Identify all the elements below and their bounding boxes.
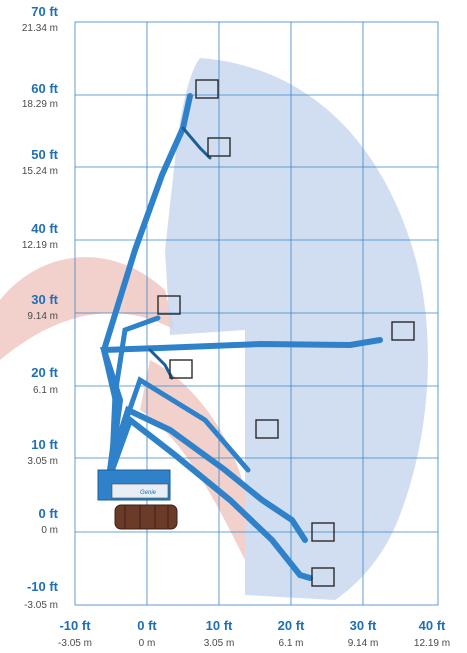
y-tick-ft: 30 ft <box>31 292 58 307</box>
boom-mid-elevation <box>109 315 161 463</box>
x-tick-ft: -10 ft <box>59 618 91 633</box>
y-tick-ft: 70 ft <box>31 4 58 19</box>
x-tick-m: -3.05 m <box>58 638 92 649</box>
x-tick-ft: 30 ft <box>350 618 377 633</box>
watermark-stroke-lower <box>140 360 245 560</box>
boom-lift-icon <box>99 93 383 581</box>
crawler-track-icon <box>114 504 178 530</box>
jib-max-height <box>181 126 212 160</box>
platform-basket <box>157 295 181 315</box>
x-tick-m: 9.14 m <box>348 638 379 649</box>
watermark <box>0 257 245 560</box>
x-tick-m: 0 m <box>139 638 156 649</box>
y-tick-m: 15.24 m <box>22 166 58 177</box>
y-tick-m: 12.19 m <box>22 240 58 251</box>
y-tick-m: 0 m <box>41 525 58 536</box>
platform-basket-icon <box>157 79 415 587</box>
platform-basket <box>311 567 335 587</box>
x-tick-m: 6.1 m <box>278 638 303 649</box>
brand-logo: Genie <box>140 490 157 496</box>
machine-base: Genie <box>97 469 178 530</box>
y-tick-ft: 0 ft <box>39 506 59 521</box>
chassis-panel <box>111 483 169 499</box>
x-tick-ft: 0 ft <box>137 618 157 633</box>
y-tick-ft: 40 ft <box>31 221 58 236</box>
y-axis-labels: 70 ft 21.34 m 60 ft 18.29 m 50 ft 15.24 … <box>22 4 59 611</box>
y-tick-m: 21.34 m <box>22 23 58 34</box>
x-axis-labels: -10 ft -3.05 m 0 ft 0 m 10 ft 3.05 m 20 … <box>58 618 450 649</box>
y-tick-m: 9.14 m <box>27 311 58 322</box>
platform-basket <box>207 137 231 157</box>
platform-basket <box>255 419 279 439</box>
y-tick-ft: 60 ft <box>31 81 58 96</box>
work-envelope <box>165 58 428 600</box>
grid-frame <box>74 21 439 606</box>
watermark-stroke-upper <box>0 257 175 360</box>
boom-diagonal <box>109 376 251 473</box>
y-tick-ft: 50 ft <box>31 147 58 162</box>
boom-horizontal-outreach <box>99 337 383 463</box>
x-tick-m: 3.05 m <box>204 638 235 649</box>
platform-basket <box>311 522 335 542</box>
x-tick-m: 12.19 m <box>414 638 450 649</box>
y-tick-ft: -10 ft <box>27 579 59 594</box>
boom-below-grade-lower <box>109 415 313 581</box>
x-tick-ft: 40 ft <box>419 618 446 633</box>
y-tick-ft: 10 ft <box>31 437 58 452</box>
y-tick-m: 3.05 m <box>27 456 58 467</box>
y-tick-ft: 20 ft <box>31 365 58 380</box>
platform-basket <box>391 321 415 341</box>
y-tick-m: -3.05 m <box>24 600 58 611</box>
x-tick-ft: 20 ft <box>278 618 305 633</box>
x-tick-ft: 10 ft <box>206 618 233 633</box>
platform-basket <box>169 359 193 379</box>
platform-basket <box>195 79 219 99</box>
y-tick-m: 18.29 m <box>22 99 58 110</box>
y-tick-m: 6.1 m <box>33 385 58 396</box>
